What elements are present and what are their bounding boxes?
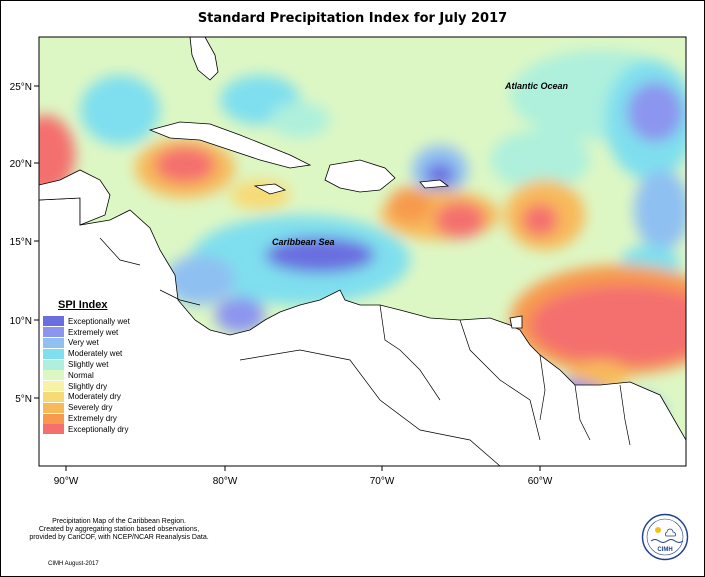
spi-legend: SPI Index Exceptionally wet Extremely wet… [41,299,159,441]
legend-label: Severely dry [68,403,113,413]
legend-item: Moderately wet [43,348,130,359]
legend-item: Extremely dry [43,413,130,424]
legend-label: Extremely dry [68,414,117,424]
sun-icon [655,527,661,533]
lon-tick-90w: 90°W [54,476,79,487]
map-border [38,36,687,467]
lon-tick-80w: 80°W [213,476,238,487]
atlantic-ocean-label: Atlantic Ocean [504,81,569,91]
legend-item: Exceptionally dry [43,424,130,435]
legend-swatch [43,381,64,392]
footer-note: Precipitation Map of the Caribbean Regio… [14,518,224,542]
legend-label: Very wet [68,338,99,348]
cloud-icon [665,528,676,537]
legend-swatch [43,327,64,338]
yucatan [39,169,111,226]
legend-swatch [43,359,64,370]
land-masses [39,37,686,466]
legend-swatch [43,348,64,359]
lat-tick-15n: 15°N [10,237,32,248]
legend-item: Normal [43,370,130,381]
footer-note-line-1: Precipitation Map of the Caribbean Regio… [52,518,186,525]
lat-tick-25n: 25°N [10,82,32,93]
legend-swatch [43,413,64,424]
legend-swatch [43,424,64,435]
lon-tick-70w: 70°W [370,476,395,487]
hispaniola [324,159,396,193]
legend-item: Very wet [43,337,130,349]
borders [99,237,631,466]
map-title: Standard Precipitation Index for July 20… [197,11,508,26]
caribbean-sea-label: Caribbean Sea [272,237,335,247]
spi-field [39,37,686,466]
legend-item: Severely dry [43,402,130,413]
footer-note-line-2: Created by aggregating station based obs… [38,526,200,533]
legend-label: Extremely wet [68,327,119,337]
lat-tick-5n: 5°N [15,394,32,405]
legend-swatch [43,337,64,348]
footer-note-line-3: provided by CariCOF, with NCEP/NCAR Rean… [29,534,209,541]
puerto-rico [419,179,450,189]
axis-ticks [34,85,541,471]
legend-label: Exceptionally dry [68,424,129,434]
legend-swatch [43,391,64,402]
logo-text: CIMH [657,547,672,553]
central-america [39,197,686,466]
legend-swatch [43,370,64,381]
legend-item: Exceptionally wet [43,316,130,327]
legend-title: SPI Index [58,299,108,311]
legend-label: Slightly wet [68,360,109,370]
cimh-logo: CIMH [641,513,689,561]
footer-credit: CIMH August-2017 [48,561,99,567]
legend-label: Exceptionally wet [68,316,130,326]
jamaica [253,183,287,195]
legend-label: Slightly dry [68,381,108,391]
legend-label: Moderately dry [68,392,121,402]
legend-item: Slightly wet [43,359,130,370]
legend-label: Normal [68,370,94,380]
florida [189,37,219,81]
trinidad [509,315,523,329]
legend-item: Moderately dry [43,391,130,403]
legend-item: Extremely wet [43,327,130,338]
legend-item: Slightly dry [43,381,130,392]
legend-label: Moderately wet [68,349,123,359]
legend-items: Exceptionally wet Extremely wet Very wet Mo… [43,316,130,435]
lon-tick-60w: 60°W [528,476,553,487]
legend-swatch [43,316,64,327]
cuba [148,121,312,169]
lat-tick-20n: 20°N [10,159,32,170]
legend-swatch [43,402,64,413]
lat-tick-10n: 10°N [10,316,32,327]
wave-icon [650,539,684,543]
